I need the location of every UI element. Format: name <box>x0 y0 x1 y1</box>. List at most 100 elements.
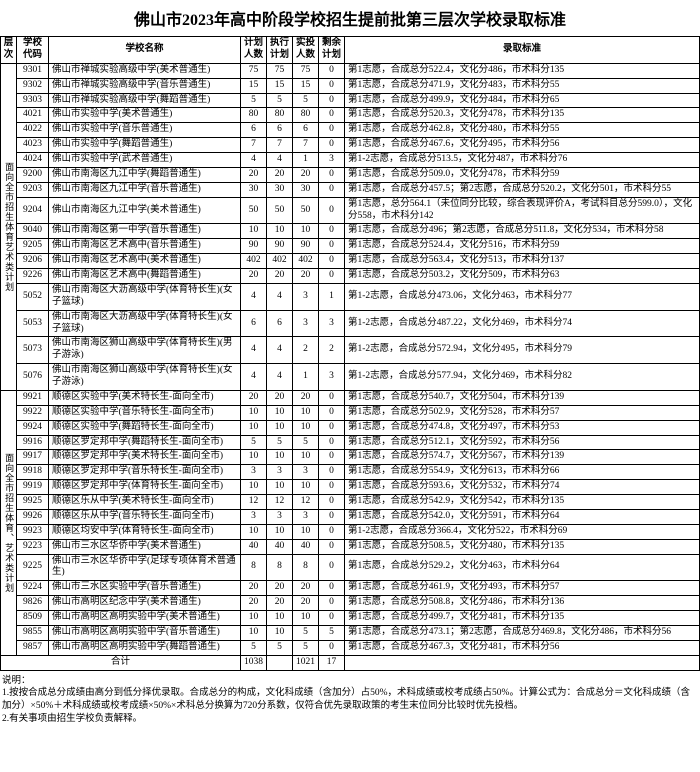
cell-actual: 20 <box>293 269 319 284</box>
cell-actual: 7 <box>293 138 319 153</box>
cell-code: 9226 <box>17 269 49 284</box>
cell-actual: 5 <box>293 435 319 450</box>
cell-name: 佛山市实验中学(武术普通生) <box>49 153 241 168</box>
cell-std: 第1志愿，合成总分520.3，文化分478，市术科分135 <box>345 108 700 123</box>
cell-remain: 0 <box>319 596 345 611</box>
cell-name: 佛山市实验中学(音乐普通生) <box>49 123 241 138</box>
cell-remain: 0 <box>319 554 345 581</box>
cell-code: 5073 <box>17 337 49 364</box>
cell-remain: 3 <box>319 364 345 391</box>
cell-remain: 0 <box>319 197 345 224</box>
cell-code: 9918 <box>17 465 49 480</box>
cell-code: 9205 <box>17 239 49 254</box>
cell-remain: 5 <box>319 625 345 640</box>
cell-exec: 90 <box>267 239 293 254</box>
admission-table: 层次 学校代码 学校名称 计划人数 执行计划 实投人数 剩余计划 录取标准 面向… <box>0 36 700 671</box>
cell-exec: 4 <box>267 364 293 391</box>
table-row: 9922顺德区实验中学(音乐特长生-面向全市)1010100第1志愿，合成总分5… <box>1 405 700 420</box>
cell-exec: 402 <box>267 254 293 269</box>
cell-remain: 0 <box>319 254 345 269</box>
cell-std: 第1志愿，合成总分473.1；第2志愿，合成总分469.8，文化分486，市术科… <box>345 625 700 640</box>
h-name: 学校名称 <box>49 37 241 64</box>
cell-plan: 20 <box>241 269 267 284</box>
cell-exec: 3 <box>267 509 293 524</box>
cell-exec: 50 <box>267 197 293 224</box>
cell-std: 第1志愿，合成总分467.3，文化分481，市术科分56 <box>345 640 700 655</box>
cell-plan: 5 <box>241 640 267 655</box>
cell-name: 佛山市南海区狮山高级中学(体育特长生)(男子游泳) <box>49 337 241 364</box>
cell-exec: 10 <box>267 405 293 420</box>
cell-exec: 6 <box>267 123 293 138</box>
cell-name: 顺德区罗定邦中学(体育特长生-面向全市) <box>49 480 241 495</box>
cell-std: 第1志愿，合成总分462.8，文化分480，市术科分55 <box>345 123 700 138</box>
cell-actual: 15 <box>293 78 319 93</box>
cell-name: 佛山市高明区高明实验中学(音乐普通生) <box>49 625 241 640</box>
cell-name: 顺德区罗定邦中学(美术特长生-面向全市) <box>49 450 241 465</box>
cell-remain: 0 <box>319 390 345 405</box>
h-tier: 层次 <box>1 37 17 64</box>
cell-name: 佛山市南海区大沥高级中学(体育特长生)(女子篮球) <box>49 310 241 337</box>
cell-exec: 40 <box>267 539 293 554</box>
table-row: 4021佛山市实验中学(美术普通生)8080800第1志愿，合成总分520.3，… <box>1 108 700 123</box>
cell-name: 佛山市南海区九江中学(美术普通生) <box>49 197 241 224</box>
cell-actual: 10 <box>293 524 319 539</box>
cell-code: 9916 <box>17 435 49 450</box>
table-row: 9918顺德区罗定邦中学(音乐特长生-面向全市)3330第1志愿，合成总分554… <box>1 465 700 480</box>
cell-std: 第1志愿，合成总分508.5，文化分480，市术科分135 <box>345 539 700 554</box>
cell-actual: 10 <box>293 611 319 626</box>
cell-exec: 30 <box>267 182 293 197</box>
cell-exec: 3 <box>267 465 293 480</box>
h-actual: 实投人数 <box>293 37 319 64</box>
cell-code: 5052 <box>17 283 49 310</box>
cell-actual: 3 <box>293 465 319 480</box>
cell-remain: 0 <box>319 224 345 239</box>
cell-name: 佛山市高明区高明实验中学(美术普通生) <box>49 611 241 626</box>
cell-exec: 20 <box>267 390 293 405</box>
h-std: 录取标准 <box>345 37 700 64</box>
cell-remain: 0 <box>319 182 345 197</box>
cell-code: 9857 <box>17 640 49 655</box>
cell-actual: 1 <box>293 153 319 168</box>
cell-code: 9206 <box>17 254 49 269</box>
cell-code: 9302 <box>17 78 49 93</box>
cell-exec: 5 <box>267 640 293 655</box>
table-row: 9917顺德区罗定邦中学(美术特长生-面向全市)1010100第1志愿，合成总分… <box>1 450 700 465</box>
cell-code: 4023 <box>17 138 49 153</box>
cell-exec: 10 <box>267 480 293 495</box>
cell-code: 9223 <box>17 539 49 554</box>
cell-plan: 10 <box>241 625 267 640</box>
cell-std: 第1志愿，合成总分512.1，文化分592，市术科分56 <box>345 435 700 450</box>
cell-remain: 0 <box>319 167 345 182</box>
cell-exec: 20 <box>267 269 293 284</box>
table-row: 5073佛山市南海区狮山高级中学(体育特长生)(男子游泳)4422第1-2志愿，… <box>1 337 700 364</box>
cell-std: 第1志愿，合成总分503.2，文化分509，市术科分63 <box>345 269 700 284</box>
cell-plan: 6 <box>241 123 267 138</box>
table-row: 9925顺德区乐从中学(美术特长生-面向全市)1212120第1志愿，合成总分5… <box>1 495 700 510</box>
cell-exec: 10 <box>267 524 293 539</box>
table-row: 9224佛山市三水区实验中学(音乐普通生)2020200第1志愿，合成总分461… <box>1 581 700 596</box>
cell-actual: 80 <box>293 108 319 123</box>
cell-std: 第1志愿，合成总分563.4，文化分513，市术科分137 <box>345 254 700 269</box>
cell-plan: 3 <box>241 509 267 524</box>
cell-plan: 12 <box>241 495 267 510</box>
notes-label: 说明： <box>2 676 31 686</box>
cell-name: 顺德区乐从中学(音乐特长生-面向全市) <box>49 509 241 524</box>
cell-code: 4022 <box>17 123 49 138</box>
cell-plan: 8 <box>241 554 267 581</box>
table-row: 9916顺德区罗定邦中学(舞蹈特长生-面向全市)5550第1志愿，合成总分512… <box>1 435 700 450</box>
cell-exec: 15 <box>267 78 293 93</box>
h-code: 学校代码 <box>17 37 49 64</box>
cell-actual: 3 <box>293 283 319 310</box>
cell-std: 第1-2志愿，合成总分487.22，文化分469，市术科分74 <box>345 310 700 337</box>
cell-actual: 75 <box>293 63 319 78</box>
cell-actual: 20 <box>293 596 319 611</box>
table-row: 4022佛山市实验中学(音乐普通生)6660第1志愿，合成总分462.8，文化分… <box>1 123 700 138</box>
cell-actual: 1 <box>293 364 319 391</box>
cell-actual: 10 <box>293 450 319 465</box>
cell-std: 第1志愿，合成总分593.6，文化分532，市术科分74 <box>345 480 700 495</box>
h-exec: 执行计划 <box>267 37 293 64</box>
cell-std: 第1志愿，合成总分467.6，文化分495，市术科分56 <box>345 138 700 153</box>
cell-std: 第1志愿，合成总分502.9，文化分528，市术科分57 <box>345 405 700 420</box>
cell-std: 第1志愿，合成总分457.5；第2志愿，合成总分520.2，文化分501，市术科… <box>345 182 700 197</box>
cell-std: 第1志愿，合成总分496；第2志愿，合成总分511.8，文化分534，市术科分5… <box>345 224 700 239</box>
